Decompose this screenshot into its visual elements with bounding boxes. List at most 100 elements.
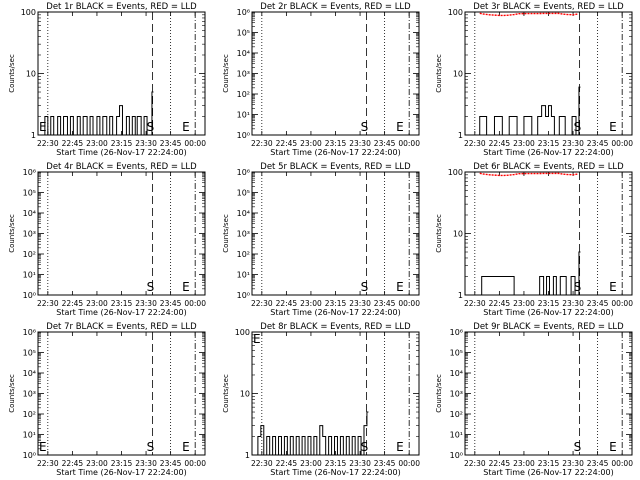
x-tick-label: 23:15 (325, 459, 347, 468)
y-axis-label: Counts/sec (222, 214, 230, 253)
plot-frame (37, 331, 206, 456)
end-marker-label: E (182, 280, 190, 294)
y-tick-label: 10 (453, 70, 463, 79)
x-tick-label: 22:45 (62, 139, 84, 148)
x-tick-label: 22:45 (489, 299, 511, 308)
x-axis-label: Start Time (26-Nov-17 22:24:00) (56, 308, 186, 317)
x-tick-label: 22:30 (37, 139, 59, 148)
y-tick-label: 10³ (450, 390, 463, 399)
x-tick-label: 00:00 (611, 139, 633, 148)
lld-series-line (479, 172, 579, 177)
x-tick-label: 00:00 (611, 459, 633, 468)
x-tick-label: 23:30 (349, 459, 371, 468)
events-series-line (254, 411, 369, 456)
y-tick-label: 10⁰ (450, 451, 463, 460)
y-tick-label: 10⁵ (450, 349, 463, 358)
plot-frame (251, 11, 420, 136)
x-tick-label: 23:00 (300, 459, 322, 468)
plot-frame (251, 171, 420, 296)
x-tick-label: 23:00 (86, 459, 108, 468)
events-series-line (479, 86, 581, 136)
x-tick-label: 23:30 (562, 299, 584, 308)
start-marker-label: S (147, 440, 155, 454)
y-tick-label: 10⁶ (450, 328, 463, 337)
y-axis-label: Counts/sec (8, 374, 16, 413)
x-axis-label: Start Time (26-Nov-17 22:24:00) (270, 308, 400, 317)
y-tick-label: 10⁵ (23, 189, 36, 198)
end-marker-label: E (396, 120, 404, 134)
x-tick-label: 23:15 (538, 459, 560, 468)
x-tick-label: 22:45 (276, 139, 298, 148)
end-marker-label: E (39, 440, 47, 454)
y-axis-label: Counts/sec (435, 374, 443, 413)
y-tick-label: 1 (31, 131, 36, 140)
y-tick-label: 10⁵ (23, 349, 36, 358)
x-tick-label: 23:45 (374, 139, 396, 148)
x-tick-label: 23:30 (349, 299, 371, 308)
end-marker-label: E (182, 440, 190, 454)
x-tick-label: 23:30 (135, 139, 157, 148)
y-tick-label: 10² (23, 410, 36, 419)
plot-frame (464, 331, 633, 456)
x-tick-label: 23:45 (160, 299, 182, 308)
x-tick-label: 23:45 (587, 139, 609, 148)
panel-det-7r: Det 7r BLACK = Events, RED = LLD S E E 22:30… (8, 322, 206, 477)
x-tick-label: 23:15 (538, 299, 560, 308)
panel-title: Det 9r BLACK = Events, RED = LLD (473, 322, 624, 332)
x-axis-label: Start Time (26-Nov-17 22:24:00) (483, 148, 613, 157)
start-marker-label: S (147, 120, 155, 134)
x-axis-label: Start Time (26-Nov-17 22:24:00) (270, 468, 400, 477)
x-tick-label: 23:30 (135, 459, 157, 468)
y-tick-label: 100 (21, 8, 36, 17)
x-tick-label: 23:30 (135, 299, 157, 308)
y-tick-label: 100 (448, 8, 463, 17)
events-series-line (40, 91, 154, 136)
x-tick-label: 22:45 (489, 139, 511, 148)
end-marker-label: E (182, 120, 190, 134)
x-tick-label: 23:00 (86, 299, 108, 308)
y-axis-label: Counts/sec (435, 54, 443, 93)
y-tick-label: 1 (458, 291, 463, 300)
x-tick-label: 23:00 (300, 139, 322, 148)
y-tick-label: 10⁴ (23, 369, 36, 378)
panel-title: Det 7r BLACK = Events, RED = LLD (46, 322, 197, 332)
y-tick-label: 100 (235, 328, 250, 337)
panel-det-1r: Det 1r BLACK = Events, RED = LLD S E E 22:30… (8, 2, 206, 157)
panel-title: Det 5r BLACK = Events, RED = LLD (260, 162, 411, 172)
x-tick-label: 23:45 (160, 459, 182, 468)
x-tick-label: 23:15 (325, 139, 347, 148)
x-axis-label: Start Time (26-Nov-17 22:24:00) (483, 468, 613, 477)
start-marker-label: S (574, 440, 582, 454)
lld-series-line (479, 12, 579, 17)
x-tick-label: 22:30 (251, 459, 273, 468)
x-tick-label: 22:45 (489, 459, 511, 468)
y-tick-label: 10¹ (23, 271, 36, 280)
end-marker-label: E (609, 280, 617, 294)
y-tick-label: 10¹ (23, 431, 36, 440)
x-tick-label: 23:30 (562, 139, 584, 148)
y-tick-label: 10³ (237, 230, 250, 239)
x-tick-label: 00:00 (184, 139, 206, 148)
y-tick-label: 10⁰ (237, 291, 250, 300)
panel-title: Det 8r BLACK = Events, RED = LLD (260, 322, 411, 332)
x-tick-label: 23:00 (513, 299, 535, 308)
start-marker-label: S (361, 120, 369, 134)
x-tick-label: 22:45 (62, 299, 84, 308)
y-tick-label: 10 (453, 230, 463, 239)
x-tick-label: 22:30 (251, 139, 273, 148)
y-tick-label: 10⁶ (23, 168, 36, 177)
x-tick-label: 23:00 (86, 139, 108, 148)
y-tick-label: 10³ (23, 390, 36, 399)
x-tick-label: 00:00 (611, 299, 633, 308)
y-axis-label: Counts/sec (222, 374, 230, 413)
end-marker-label: E (396, 440, 404, 454)
panel-title: Det 3r BLACK = Events, RED = LLD (473, 2, 624, 12)
x-tick-label: 23:15 (325, 299, 347, 308)
x-tick-label: 22:30 (37, 459, 59, 468)
end-marker-label: E (253, 332, 261, 346)
